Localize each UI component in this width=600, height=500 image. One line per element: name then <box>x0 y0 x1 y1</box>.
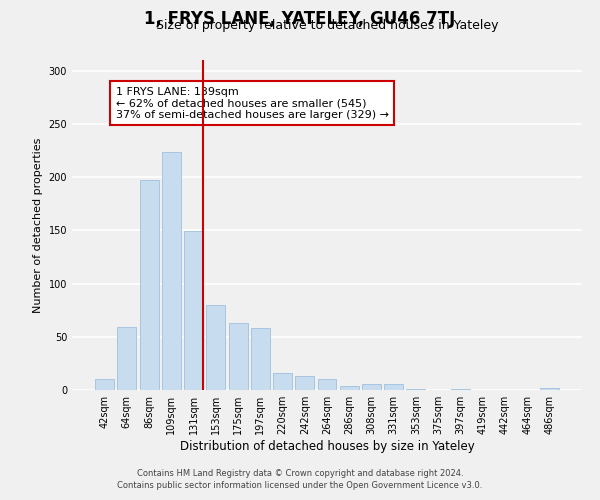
Bar <box>362 384 381 390</box>
Bar <box>406 389 425 390</box>
X-axis label: Distribution of detached houses by size in Yateley: Distribution of detached houses by size … <box>179 440 475 453</box>
Bar <box>317 380 337 390</box>
Bar <box>251 328 270 390</box>
Bar <box>95 380 114 390</box>
Bar <box>451 389 470 390</box>
Bar <box>140 180 158 390</box>
Bar <box>118 327 136 390</box>
Bar <box>184 232 203 390</box>
Bar <box>340 386 359 390</box>
Bar <box>384 384 403 390</box>
Text: Contains HM Land Registry data © Crown copyright and database right 2024.
Contai: Contains HM Land Registry data © Crown c… <box>118 468 482 490</box>
Bar <box>229 323 248 390</box>
Title: Size of property relative to detached houses in Yateley: Size of property relative to detached ho… <box>156 20 498 32</box>
Text: 1, FRYS LANE, YATELEY, GU46 7TJ: 1, FRYS LANE, YATELEY, GU46 7TJ <box>145 10 455 28</box>
Bar <box>295 376 314 390</box>
Bar <box>162 152 181 390</box>
Y-axis label: Number of detached properties: Number of detached properties <box>33 138 43 312</box>
Bar <box>206 305 225 390</box>
Bar <box>540 388 559 390</box>
Bar <box>273 373 292 390</box>
Text: 1 FRYS LANE: 139sqm
← 62% of detached houses are smaller (545)
37% of semi-detac: 1 FRYS LANE: 139sqm ← 62% of detached ho… <box>116 86 389 120</box>
